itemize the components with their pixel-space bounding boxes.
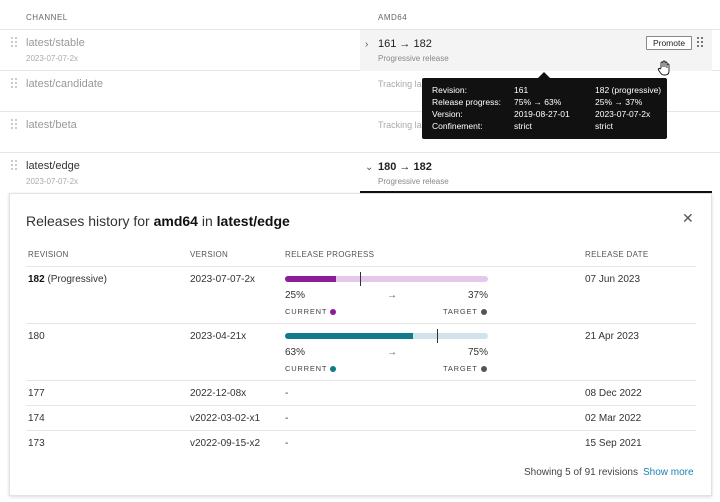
tooltip-value: strict xyxy=(595,121,613,131)
tooltip-label: Release progress: xyxy=(432,97,501,107)
column-header-revision: REVISION xyxy=(28,250,69,259)
panel-title: Releases history for amd64 in latest/edg… xyxy=(26,213,290,229)
release-date-cell: 08 Dec 2022 xyxy=(585,388,642,399)
divider xyxy=(26,266,696,267)
version-cell: v2022-03-02-x1 xyxy=(190,413,261,424)
arrow-right-icon: → xyxy=(387,290,397,301)
divider xyxy=(26,430,696,431)
tooltip-value: 2019-08-27-01 xyxy=(514,109,570,119)
releases-history-panel: Releases history for amd64 in latest/edg… xyxy=(9,193,712,496)
drag-handle-icon[interactable] xyxy=(11,160,18,172)
progress-fill xyxy=(285,276,336,282)
current-dot-icon xyxy=(330,365,337,372)
close-icon[interactable]: ✕ xyxy=(682,210,694,226)
tooltip-label: Confinement: xyxy=(432,121,483,131)
channel-row-latest-candidate[interactable]: latest/candidate Tracking la xyxy=(0,71,720,112)
release-cell-edge[interactable]: ⌄ 180 → 182 Progressive release xyxy=(360,153,712,193)
target-percent: 75% xyxy=(468,347,489,358)
release-subtitle: Progressive release xyxy=(378,177,449,186)
channel-row-latest-beta[interactable]: latest/beta Tracking la xyxy=(0,112,720,153)
version-cell: 2023-04-21x xyxy=(190,331,247,342)
target-dot-icon xyxy=(480,365,487,372)
progress-cell: - xyxy=(285,388,289,399)
channel-name: latest/edge xyxy=(26,160,80,172)
channel-name: latest/stable xyxy=(26,37,85,49)
release-revision: 180 → 182 xyxy=(378,161,432,173)
showing-count: Showing 5 of 91 revisions xyxy=(524,467,638,478)
arch-column-header: AMD64 xyxy=(378,13,408,22)
column-header-version: VERSION xyxy=(190,250,229,259)
current-legend: CURRENT xyxy=(285,364,337,373)
release-date-cell: 02 Mar 2022 xyxy=(585,413,642,424)
column-header-release-progress: RELEASE PROGRESS xyxy=(285,250,375,259)
tooltip-value: 75% → 63% xyxy=(514,97,562,107)
channel-name: latest/beta xyxy=(26,119,77,131)
chevron-down-icon[interactable]: ⌄ xyxy=(365,162,374,173)
channel-column-header: CHANNEL xyxy=(26,13,68,22)
revision-cell: 173 xyxy=(28,438,45,449)
promote-button[interactable]: Promote xyxy=(646,36,692,50)
tooltip-value: strict xyxy=(514,121,532,131)
drag-handle-icon[interactable] xyxy=(11,37,18,49)
version-cell: 2022-12-08x xyxy=(190,388,247,399)
current-percent: 25% xyxy=(285,290,306,301)
revision-cell: 174 xyxy=(28,413,45,424)
release-date-cell: 07 Jun 2023 xyxy=(585,274,641,285)
tooltip-value: 182 (progressive) xyxy=(595,85,662,95)
release-date-cell: 21 Apr 2023 xyxy=(585,331,639,342)
tooltip-value: 2023-07-07-2x xyxy=(595,109,651,119)
drag-handle-icon[interactable] xyxy=(697,37,704,49)
progress-cell: - xyxy=(285,438,289,449)
hand-cursor-icon xyxy=(657,60,670,76)
progress-fill xyxy=(285,333,413,339)
progress-bar xyxy=(285,276,488,282)
tooltip-value: 25% → 37% xyxy=(595,97,643,107)
tooltip-value: 161 xyxy=(514,85,529,95)
divider xyxy=(26,380,696,381)
release-subtitle: Tracking la xyxy=(378,120,422,130)
version-cell: 2023-07-07-2x xyxy=(190,274,256,285)
show-more-link[interactable]: Show more xyxy=(643,467,694,478)
target-dot-icon xyxy=(480,308,487,315)
tooltip-label: Revision: xyxy=(432,85,467,95)
chevron-right-icon[interactable]: › xyxy=(365,39,369,50)
channel-row-latest-stable[interactable]: latest/stable 2023-07-07-2x › 161 → 182 … xyxy=(0,30,720,71)
release-date-cell: 15 Sep 2021 xyxy=(585,438,642,449)
channel-name: latest/edge xyxy=(216,213,290,229)
channel-row-latest-edge[interactable]: latest/edge 2023-07-07-2x ⌄ 180 → 182 Pr… xyxy=(0,153,720,194)
target-percent: 37% xyxy=(468,290,489,301)
release-subtitle: Progressive release xyxy=(378,54,449,63)
release-cell-candidate[interactable]: Tracking la xyxy=(360,71,712,112)
target-legend: TARGET xyxy=(443,307,487,316)
drag-handle-icon[interactable] xyxy=(11,78,18,90)
progress-cell: - xyxy=(285,413,289,424)
current-percent: 63% xyxy=(285,347,306,358)
drag-handle-icon[interactable] xyxy=(11,119,18,131)
column-header-release-date: RELEASE DATE xyxy=(585,250,649,259)
target-marker xyxy=(437,329,439,343)
revision-cell: 177 xyxy=(28,388,45,399)
tooltip-label: Version: xyxy=(432,109,463,119)
divider xyxy=(26,405,696,406)
revision-cell: 182 (Progressive) xyxy=(28,274,107,285)
current-legend: CURRENT xyxy=(285,307,337,316)
release-cell-beta[interactable]: Tracking la xyxy=(360,112,712,153)
target-legend: TARGET xyxy=(443,364,487,373)
channel-name: latest/candidate xyxy=(26,78,104,90)
arch-name: amd64 xyxy=(153,213,198,229)
channel-date: 2023-07-07-2x xyxy=(26,177,79,186)
channel-date: 2023-07-07-2x xyxy=(26,54,79,63)
releases-table-header: CHANNEL AMD64 xyxy=(0,0,720,30)
release-revision: 161 → 182 xyxy=(378,38,432,50)
revision-tooltip: Revision: Release progress: Version: Con… xyxy=(422,72,667,139)
progress-bar xyxy=(285,333,488,339)
target-marker xyxy=(360,272,362,286)
arrow-right-icon: → xyxy=(387,347,397,358)
divider xyxy=(26,323,696,324)
current-dot-icon xyxy=(330,308,337,315)
release-subtitle: Tracking la xyxy=(378,79,422,89)
version-cell: v2022-09-15-x2 xyxy=(190,438,261,449)
revision-cell: 180 xyxy=(28,331,45,342)
